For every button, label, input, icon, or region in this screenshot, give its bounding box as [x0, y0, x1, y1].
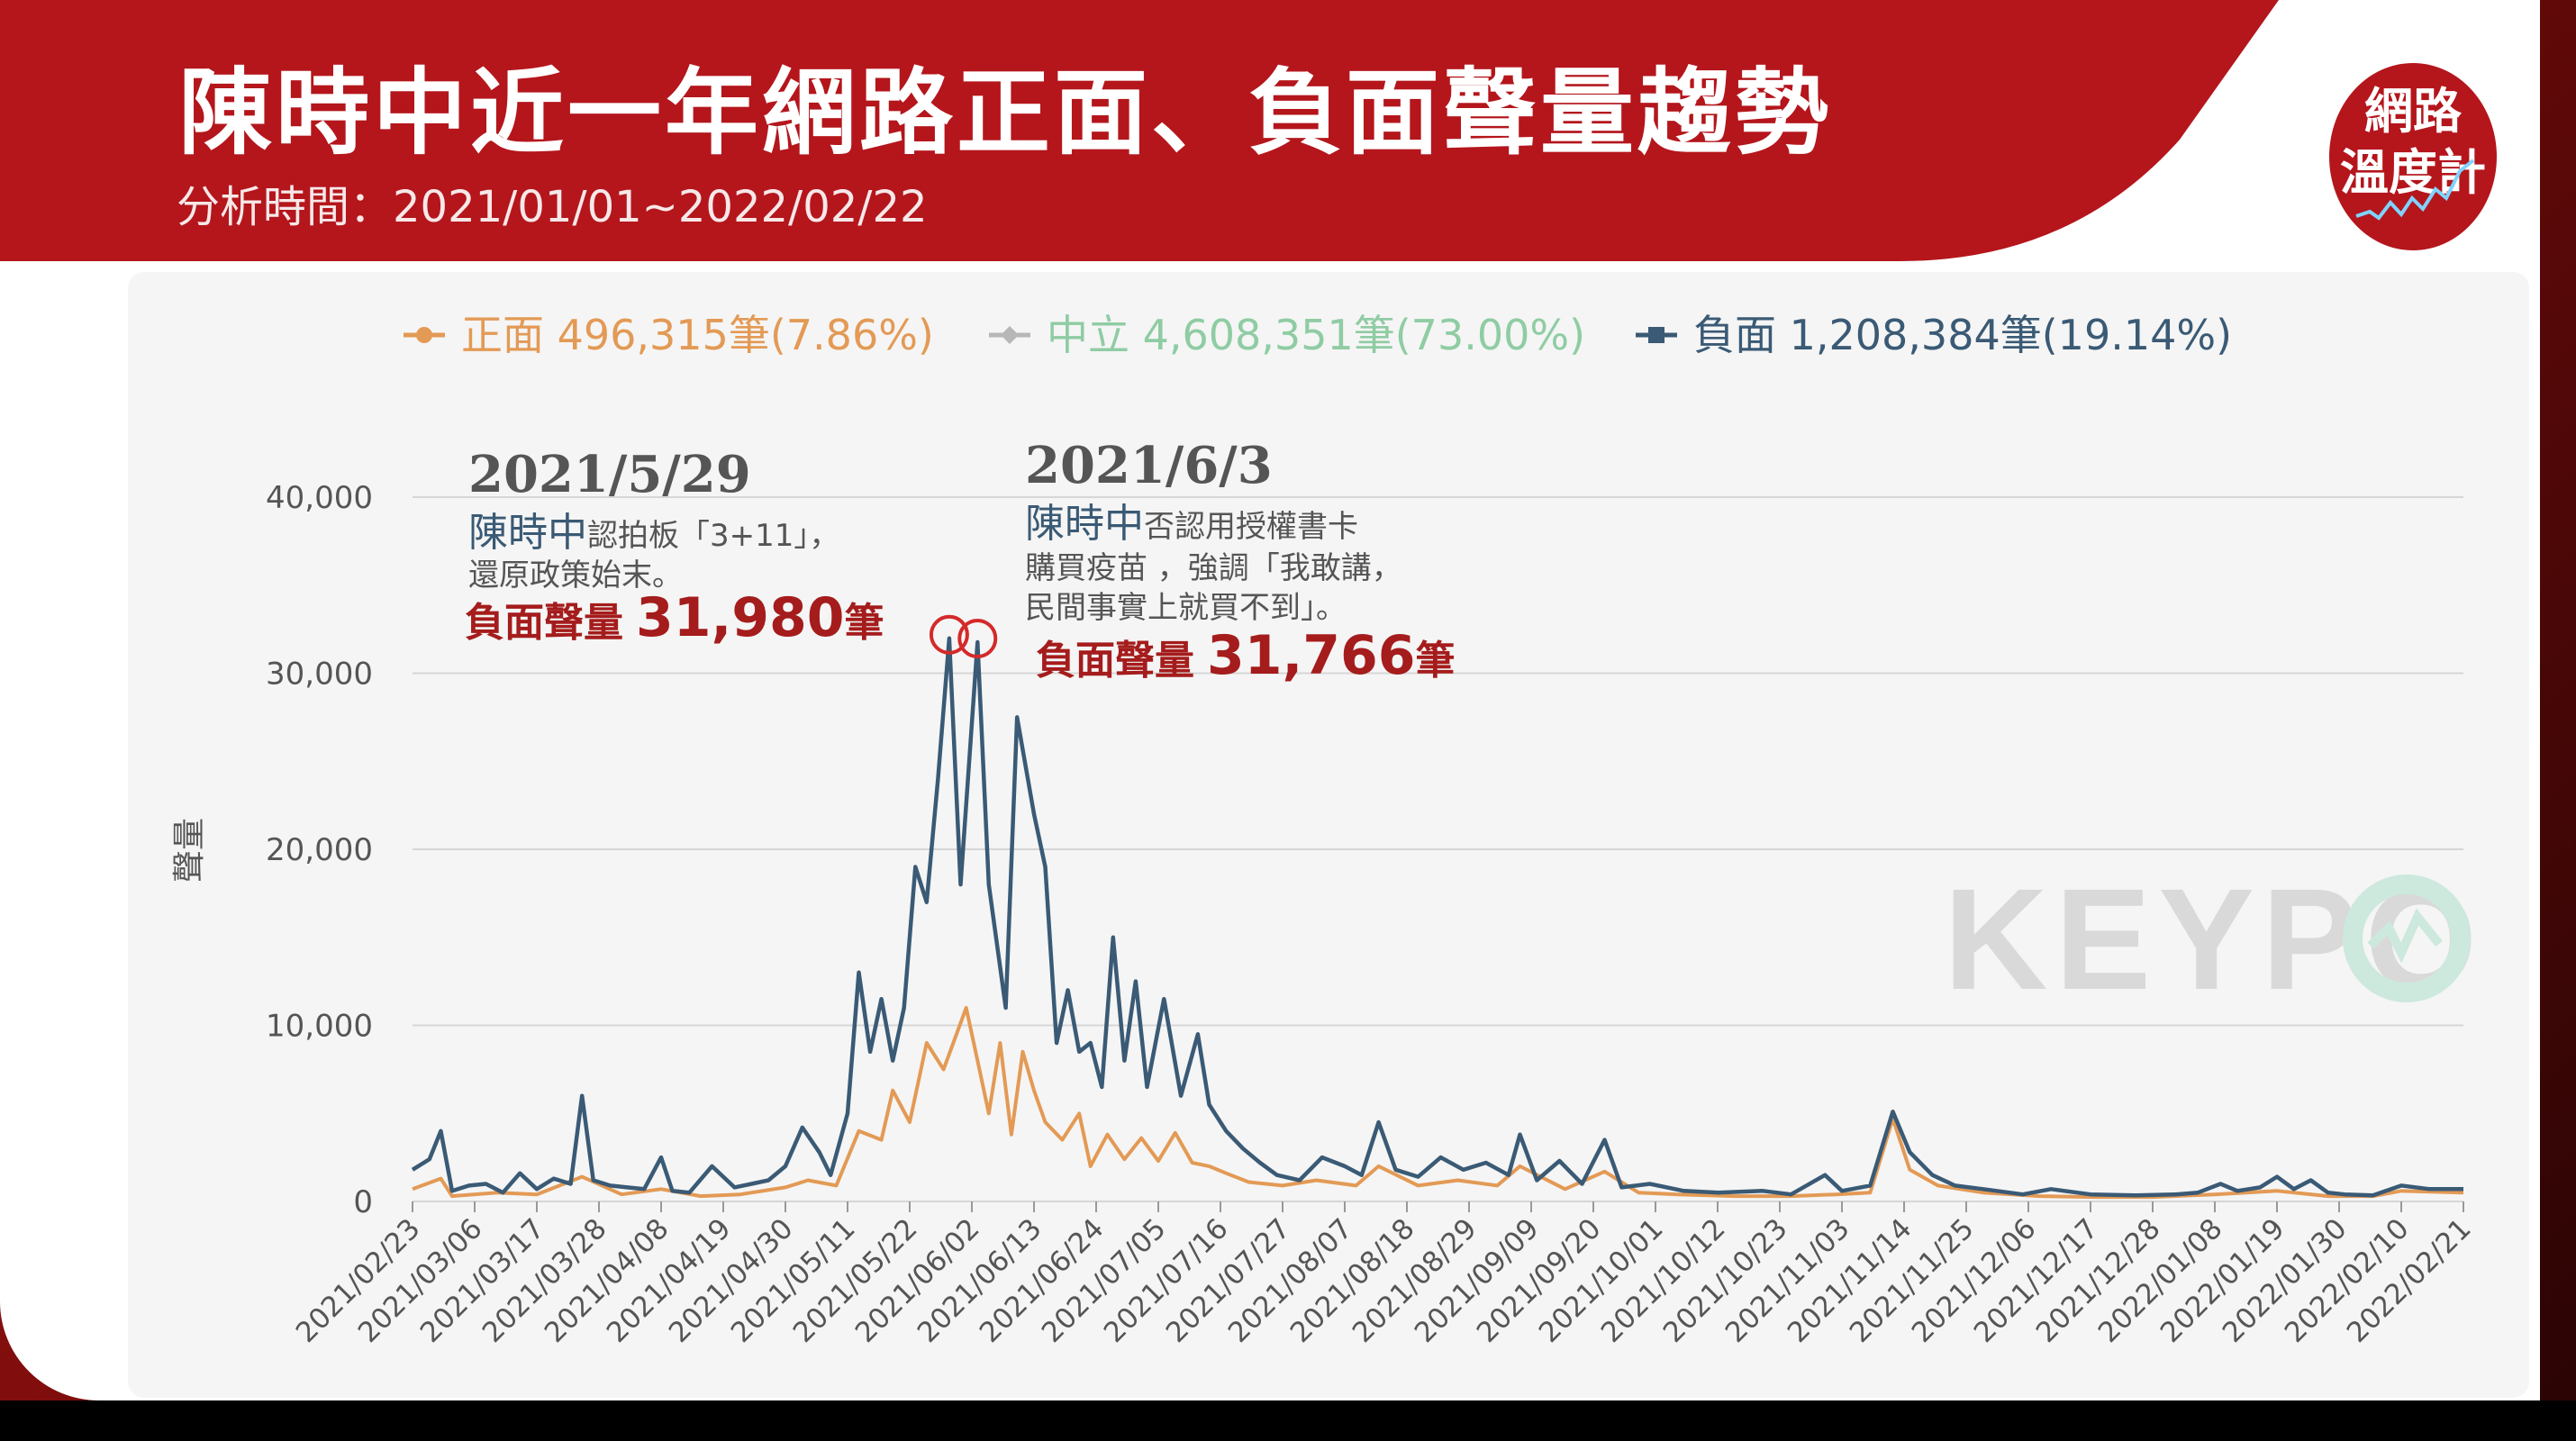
- annotation-volume-value: 31,980: [636, 586, 845, 649]
- annotation-person: 陳時中: [1025, 501, 1144, 547]
- brand-badge: 網路 溫度計: [2329, 63, 2497, 250]
- y-axis-title: 聲量: [171, 818, 208, 883]
- keypo-watermark: KEYPO: [1944, 858, 2477, 1020]
- annotation-volume-value: 31,766: [1207, 624, 1416, 687]
- watermark-pulse-icon: [2367, 908, 2443, 964]
- y-axis: 0 10,000 20,000 30,000 40,000 聲量: [171, 480, 373, 1220]
- legend-label: 中立 4,608,351筆(73.00%): [1047, 311, 1585, 359]
- annotation-date: 2021/6/3: [1025, 436, 1273, 495]
- peak-marker-circle: [929, 614, 969, 655]
- x-axis: 2021/02/232021/03/062021/03/172021/03/28…: [290, 1201, 2478, 1349]
- annotation-body: 陳時中否認用授權書卡: [1025, 501, 1358, 547]
- square-marker-icon: [1648, 327, 1664, 343]
- trend-chart: KEYPO 0 10,000 20,000 30,000 40,000 聲量 2021/0…: [171, 311, 2478, 1349]
- pulse-line-icon: [2355, 159, 2475, 221]
- page-title: 陳時中近一年網路正面、負面聲量趨勢: [178, 58, 1833, 168]
- dot-marker-icon: [416, 327, 432, 343]
- legend-label: 正面 496,315筆(7.86%): [461, 311, 934, 359]
- annotation-volume: 負面聲量 31,980筆: [465, 586, 884, 649]
- annotation-line: 民間事實上就買不到」。: [1025, 590, 1347, 626]
- watermark-o-ring: [2343, 875, 2471, 1002]
- annotation-volume-label: 負面聲量: [1036, 638, 1194, 684]
- y-tick-label: 10,000: [266, 1009, 373, 1045]
- badge-line-1: 網路: [2364, 83, 2462, 140]
- annotation-body: 陳時中認拍板「3+11」，: [468, 510, 839, 556]
- series-line-positive: [412, 1006, 2464, 1200]
- annotation-person: 陳時中: [468, 510, 587, 556]
- analysis-period: 分析時間：2021/01/01~2022/02/22: [177, 182, 928, 232]
- legend-label: 負面 1,208,384筆(19.14%): [1693, 311, 2232, 359]
- grid-lines: [413, 496, 2463, 1202]
- y-tick-label: 0: [353, 1184, 373, 1220]
- header-banner: [0, 0, 2279, 261]
- chart-panel: [128, 272, 2529, 1398]
- badge-line-2: 溫度計: [2340, 144, 2486, 201]
- annotation-line: 認拍板「3+11」，: [587, 518, 839, 554]
- annotation-volume-unit: 筆: [1416, 638, 1456, 684]
- annotation-volume-label: 負面聲量: [465, 600, 623, 646]
- annotation-volume: 負面聲量 31,766筆: [1036, 624, 1456, 687]
- y-tick-label: 40,000: [266, 480, 373, 516]
- annotation-line: 購買疫苗 ，強調「我敢講，: [1025, 550, 1402, 586]
- bottom-band: [0, 1400, 2576, 1441]
- series-line-negative: [411, 636, 2463, 1198]
- peak-marker-circle: [957, 618, 998, 658]
- chart-card: 陳時中近一年網路正面、負面聲量趨勢 分析時間：2021/01/01~2022/0…: [0, 0, 2529, 1398]
- diamond-marker-icon: [1001, 326, 1019, 344]
- y-tick-label: 20,000: [266, 832, 373, 868]
- annotation-line: 還原政策始末。: [468, 557, 683, 594]
- legend: 正面 496,315筆(7.86%) 中立 4,608,351筆(73.00%) 負…: [404, 311, 2232, 359]
- series-lines: [411, 636, 2464, 1200]
- annotation-date: 2021/5/29: [468, 445, 751, 504]
- annotation-volume-unit: 筆: [845, 600, 884, 646]
- y-tick-label: 30,000: [266, 657, 373, 693]
- annotation-line: 否認用授權書卡: [1144, 509, 1358, 545]
